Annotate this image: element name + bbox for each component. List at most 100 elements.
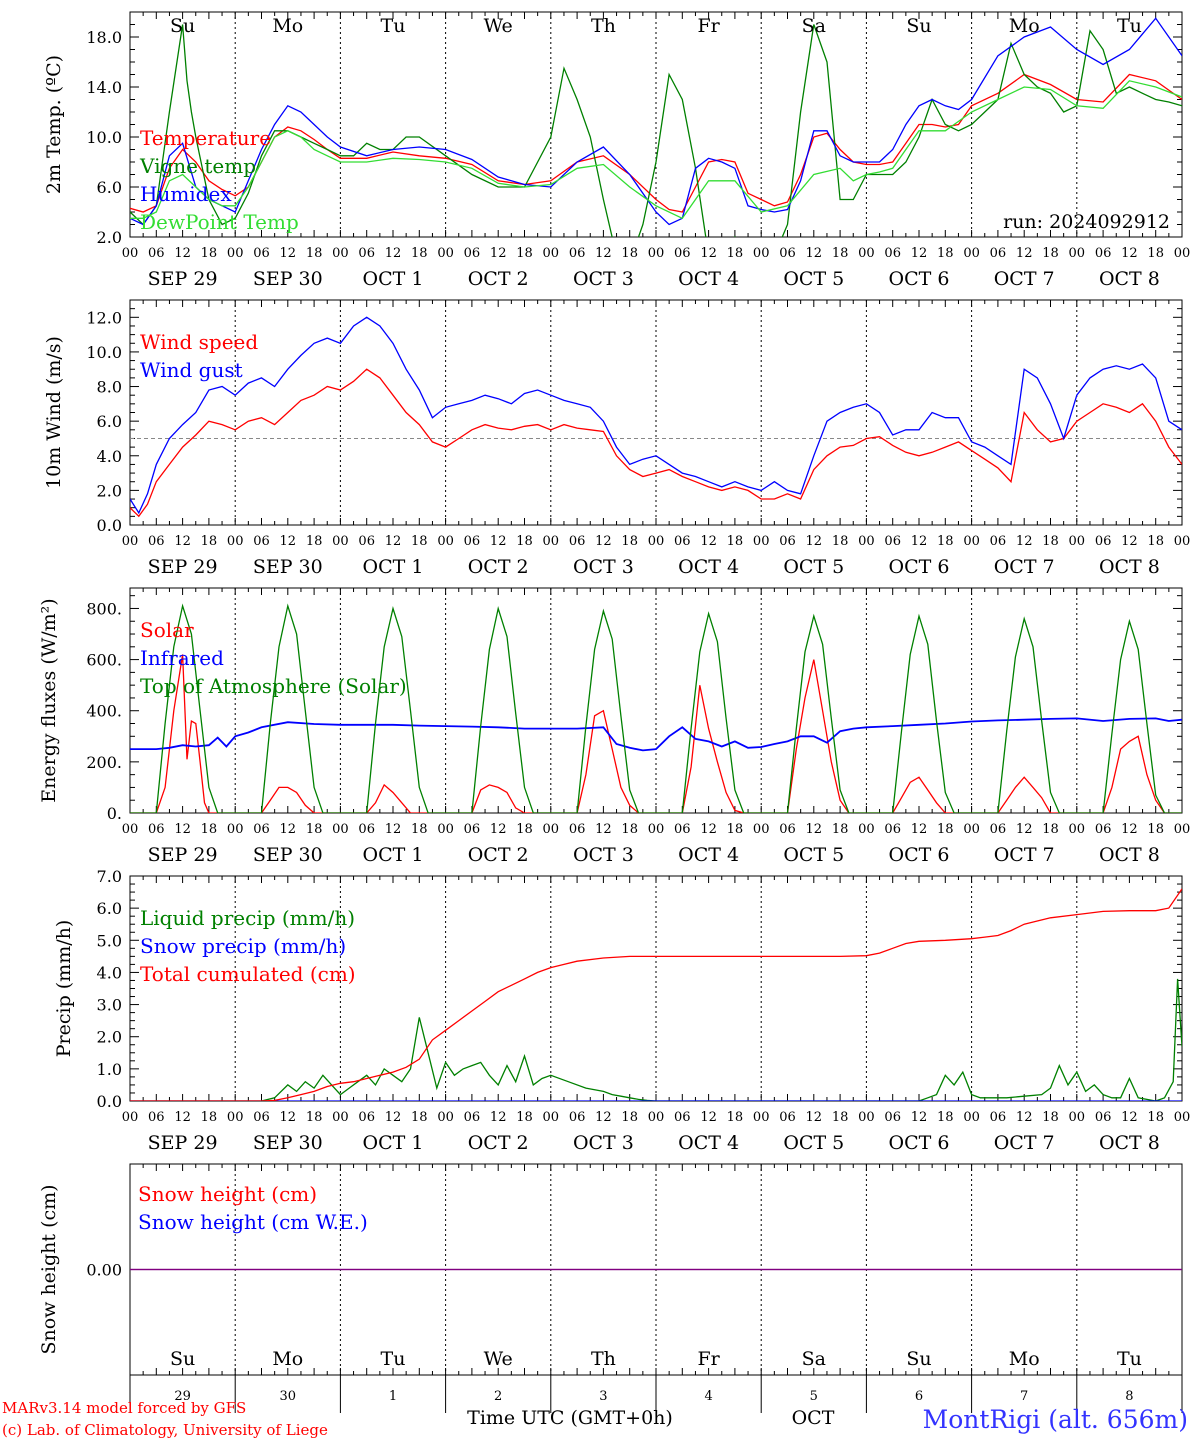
hour-tick-label: 00 [227,1110,244,1125]
hour-tick-label: 06 [779,534,796,549]
legend-entry: Snow precip (mm/h) [140,934,346,958]
run-label: run: 2024092912 [1003,211,1170,233]
time-axis-label: Time UTC (GMT+0h) [467,1407,673,1429]
hour-tick-label: 00 [963,1110,980,1125]
weekday-label: Tu [381,1348,406,1370]
hour-tick-label: 12 [1121,534,1138,549]
y-tick-label: 18.0 [86,28,122,47]
weekday-label: Th [591,15,616,37]
hour-tick-label: 06 [990,534,1007,549]
hour-tick-label: 18 [937,822,954,837]
hour-tick-label: 12 [700,534,717,549]
hour-tick-label: 00 [437,822,454,837]
hour-tick-label: 00 [543,246,560,261]
hour-tick-label: 06 [464,1110,481,1125]
legend-entry: Snow height (cm) [138,1182,317,1206]
y-tick-label: 7.0 [97,867,122,886]
date-label: OCT 3 [573,556,634,578]
hour-tick-label: 12 [490,1110,507,1125]
hour-tick-label: 18 [306,534,323,549]
hour-tick-label: 18 [832,246,849,261]
y-tick-label: 6.0 [97,899,122,918]
hour-tick-label: 06 [464,534,481,549]
hour-tick-label: 06 [464,822,481,837]
y-tick-label: 3.0 [97,996,122,1015]
hour-tick-label: 12 [490,246,507,261]
hour-tick-label: 18 [727,534,744,549]
hour-tick-label: 06 [464,246,481,261]
hour-tick-label: 00 [648,1110,665,1125]
series-line-wind-gust [130,316,1182,515]
weekday-label: Tu [381,15,406,37]
hour-tick-label: 00 [858,534,875,549]
y-tick-label: 2.0 [97,1028,122,1047]
weekday-label: Sa [802,15,826,37]
weekday-label: Fr [697,15,720,37]
station-label: MontRigi (alt. 656m) [923,1405,1188,1434]
weekday-label: Mo [1009,15,1040,37]
hour-tick-label: 12 [911,822,928,837]
day-number: 7 [1020,1389,1028,1404]
panel-5: 0.00 Snow height (cm) Snow height (cm) Snow… [38,1163,1183,1413]
hour-tick-label: 06 [358,246,375,261]
footer: MARv3.14 model forced by GFS (c) Lab. of … [2,1399,1188,1439]
hour-tick-label: 18 [1042,822,1059,837]
legend-entry: Infrared [140,646,224,670]
date-label: OCT 7 [994,844,1055,866]
hour-tick-label: 12 [595,246,612,261]
y-axis-label: 10m Wind (m/s) [43,336,65,489]
hour-tick-label: 06 [253,246,270,261]
hour-tick-label: 18 [727,246,744,261]
hour-tick-label: 12 [1121,246,1138,261]
y-tick-label: 8.0 [97,378,122,397]
hour-tick-label: 18 [516,1110,533,1125]
legend-entry: Snow height (cm W.E.) [138,1210,368,1234]
hour-tick-label: 00 [963,822,980,837]
hour-tick-label: 12 [911,246,928,261]
date-label: OCT 3 [573,1132,634,1154]
date-label: OCT 4 [678,268,739,290]
date-label: OCT 4 [678,556,739,578]
day-number: 1 [389,1389,397,1404]
hour-tick-label: 00 [332,822,349,837]
hour-tick-label: 00 [227,534,244,549]
y-tick-label: 6.0 [97,412,122,431]
hour-tick-label: 06 [569,534,586,549]
hour-tick-label: 12 [280,1110,297,1125]
month-label: OCT [792,1407,835,1429]
hour-tick-label: 00 [332,1110,349,1125]
hour-tick-label: 12 [385,534,402,549]
hour-tick-label: 00 [963,246,980,261]
hour-tick-label: 18 [1042,1110,1059,1125]
hour-tick-label: 00 [963,534,980,549]
series-line-solar [130,654,1182,813]
hour-tick-label: 12 [806,534,823,549]
hour-tick-label: 06 [1095,1110,1112,1125]
weekday-label: We [484,15,513,37]
legend-entry: Wind gust [140,358,243,382]
hour-tick-label: 12 [911,534,928,549]
series-line-liquid-precip-mm-h- [130,978,1182,1101]
date-label: OCT 5 [783,268,844,290]
hour-tick-label: 18 [832,1110,849,1125]
y-tick-label: 6.0 [97,178,122,197]
y-tick-label: 4.0 [97,963,122,982]
day-number: 4 [704,1389,712,1404]
hour-tick-label: 00 [858,822,875,837]
hour-tick-label: 06 [358,534,375,549]
hour-tick-label: 00 [1069,822,1086,837]
hour-tick-label: 12 [806,1110,823,1125]
date-label: OCT 1 [363,556,424,578]
hour-tick-label: 12 [595,1110,612,1125]
hour-tick-label: 06 [358,822,375,837]
hour-tick-label: 18 [516,822,533,837]
weekday-label: Su [906,1348,931,1370]
date-label: OCT 6 [889,268,950,290]
hour-tick-label: 18 [937,534,954,549]
hour-tick-label: 06 [569,822,586,837]
y-axis-label: Precip (mm/h) [53,920,75,1058]
hour-tick-label: 00 [122,822,139,837]
weekday-label: Mo [1009,1348,1040,1370]
series-line-infrared [130,717,1182,752]
hour-tick-label: 00 [753,822,770,837]
